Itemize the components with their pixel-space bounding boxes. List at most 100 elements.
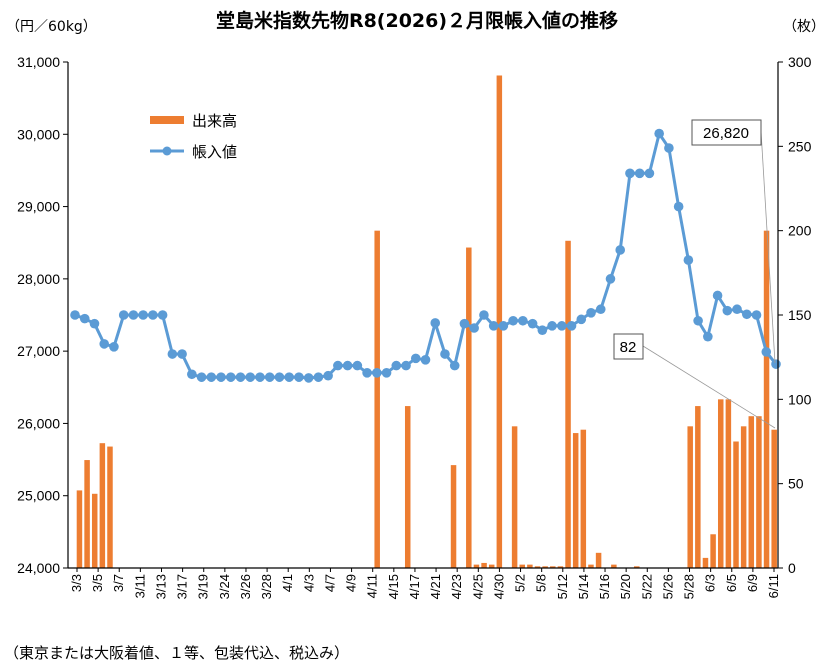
x-tick-label: 5/22 — [639, 574, 654, 599]
volume-bars — [76, 75, 777, 569]
x-tick-label: 3/26 — [238, 574, 253, 599]
price-point — [741, 309, 752, 320]
price-point — [615, 245, 626, 255]
x-tick-label: 5/2 — [513, 574, 528, 592]
volume-bar — [557, 566, 564, 568]
volume-bar — [473, 564, 480, 568]
price-point — [167, 349, 178, 359]
x-tick-label: 5/28 — [682, 574, 697, 599]
price-point — [284, 372, 294, 382]
price-point — [605, 274, 616, 284]
price-point — [673, 201, 684, 212]
left-tick-label: 25,000 — [17, 488, 60, 504]
volume-bar — [702, 557, 709, 568]
price-point — [118, 310, 129, 320]
price-point — [420, 355, 431, 365]
right-tick-label: 150 — [788, 307, 812, 323]
volume-bar — [374, 230, 380, 568]
x-tick-label: 3/5 — [90, 574, 105, 592]
volume-bar — [466, 247, 472, 569]
x-tick-label: 4/25 — [470, 574, 485, 599]
price-point — [70, 310, 80, 320]
volume-callout-text: 82 — [620, 339, 637, 356]
volume-bar — [550, 566, 556, 568]
price-point — [294, 372, 304, 382]
volume-bar — [687, 426, 693, 568]
volume-bar — [565, 240, 571, 568]
price-point — [547, 321, 557, 331]
price-point — [333, 360, 343, 371]
price-point — [187, 369, 197, 380]
volume-bar — [725, 399, 732, 568]
volume-bar — [580, 429, 587, 568]
volume-bar — [717, 399, 724, 568]
legend: 出来高 帳入値 — [136, 101, 268, 171]
price-point — [148, 310, 158, 320]
x-tick-label: 5/26 — [660, 574, 675, 599]
price-point — [362, 368, 372, 378]
volume-bar — [595, 552, 602, 568]
volume-bar — [611, 564, 617, 568]
price-point — [693, 315, 703, 326]
x-tick-label: 5/20 — [618, 574, 633, 599]
volume-callout: 82 — [613, 333, 776, 429]
left-tick-label: 26,000 — [17, 415, 60, 431]
price-point — [225, 372, 236, 382]
volume-bar — [511, 426, 518, 568]
price-point — [303, 373, 314, 383]
price-point — [488, 321, 499, 331]
price-point — [498, 321, 509, 331]
volume-bar — [481, 562, 487, 568]
legend-price-label: 帳入値 — [192, 143, 237, 161]
x-tick-label: 4/1 — [280, 574, 295, 592]
x-tick-label: 4/23 — [449, 574, 464, 599]
price-point — [527, 318, 538, 329]
price-point — [771, 359, 781, 369]
price-point — [323, 370, 333, 381]
right-tick-label: 250 — [788, 138, 812, 154]
right-tick-label: 300 — [788, 54, 812, 70]
price-point — [595, 304, 606, 315]
price-point — [440, 349, 450, 359]
price-point — [401, 360, 411, 371]
price-point — [196, 372, 207, 382]
volume-bar — [496, 75, 503, 568]
right-tick-label: 50 — [788, 476, 804, 492]
price-point — [264, 372, 275, 382]
price-point — [313, 372, 324, 382]
volume-bar — [771, 429, 777, 568]
price-point — [109, 342, 119, 352]
volume-bar — [756, 416, 762, 568]
price-point — [245, 372, 256, 382]
legend-price-marker — [162, 146, 172, 156]
price-point — [664, 143, 674, 153]
price-point — [381, 368, 392, 378]
x-tick-label: 5/16 — [597, 574, 612, 599]
x-tick-label: 3/19 — [196, 574, 211, 599]
price-point — [576, 314, 587, 325]
x-tick-label: 4/17 — [407, 574, 422, 599]
price-point — [89, 318, 100, 329]
x-tick-label: 3/13 — [153, 574, 168, 599]
volume-bar — [740, 426, 747, 568]
volume-bar — [534, 566, 541, 568]
x-tick-label: 4/7 — [322, 574, 337, 592]
left-axis-unit: （円／60kg） — [6, 19, 97, 35]
right-tick-label: 100 — [788, 391, 812, 407]
x-tick-label: 4/21 — [428, 574, 443, 599]
price-point — [449, 360, 460, 371]
left-tick-label: 27,000 — [17, 343, 60, 359]
volume-bar — [404, 406, 411, 568]
x-tick-label: 6/11 — [766, 574, 781, 598]
volume-bar — [99, 443, 106, 568]
chart-title: 堂島米指数先物R8(2026)２月限帳入値の推移 — [216, 9, 618, 32]
x-tick-label: 5/8 — [534, 574, 549, 592]
x-tick-label: 4/15 — [386, 574, 401, 599]
volume-bar — [450, 465, 457, 568]
right-axis-unit: （枚） — [783, 19, 825, 35]
price-point — [625, 168, 635, 179]
x-tick-label: 3/24 — [217, 574, 232, 599]
price-line — [70, 128, 781, 383]
price-point — [654, 128, 664, 139]
